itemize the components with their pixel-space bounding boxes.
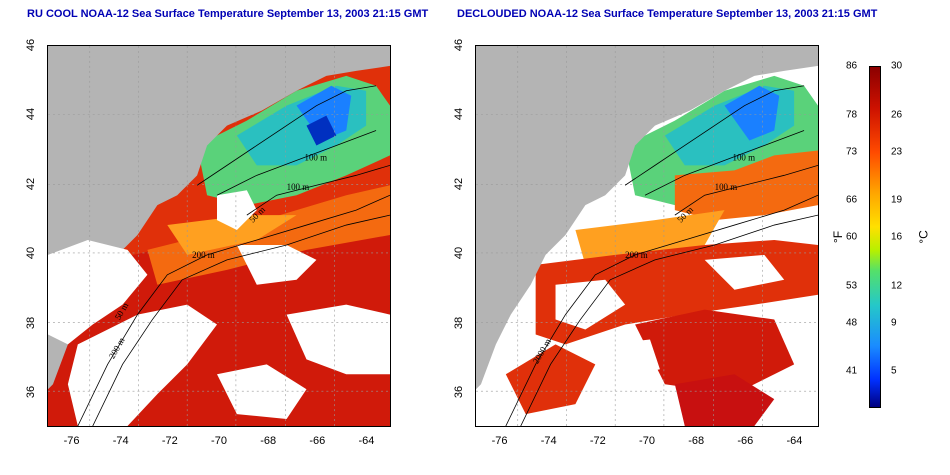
gulf-stream-area [635,309,795,395]
y-tick-label: 36 [25,386,37,399]
y-tick-label: 40 [453,247,465,260]
contour-label: 200 m [192,250,215,260]
cold-water [724,85,780,141]
contour-label: 100 m [715,182,738,192]
y-tick-label: 42 [453,177,465,191]
fahrenheit-tick-label: 60 [846,231,858,243]
celsius-tick-label: 9 [891,317,897,328]
x-tick-label: -72 [161,435,178,447]
temperature-colorbar [869,66,881,408]
cold-water [296,85,352,141]
cloud-area [555,279,626,330]
x-tick-label: -70 [211,435,227,447]
contour-label: 100 m [287,182,310,192]
y-tick-label: 46 [453,38,465,52]
cloud-area [605,339,660,380]
left-map-title: RU COOL NOAA-12 Sea Surface Temperature … [27,8,429,20]
contour-label: 100 m [733,152,756,162]
y-tick-label: 44 [453,108,465,121]
land-mass [48,46,390,390]
coldest-water [306,115,337,146]
fahrenheit-tick-label: 78 [846,109,858,121]
y-tick-label: 36 [453,386,465,399]
shelf-warm-water [167,215,297,255]
cloud-area [704,254,785,290]
celsius-tick-label: 5 [891,365,897,377]
right-sst-map: 100 m 100 m 50 m 200 m 2000 m [475,45,819,427]
cloud-area [286,304,390,375]
celsius-tick-label: 19 [891,194,903,206]
contour-label: 100 m [305,152,328,162]
x-tick-label: -66 [309,435,326,447]
celsius-tick-label: 12 [891,280,903,292]
y-tick-label: 38 [25,316,37,329]
x-tick-label: -74 [112,435,129,447]
cloud-area [236,244,317,285]
y-tick-label: 46 [25,38,37,52]
x-tick-label: -68 [688,435,705,447]
graticule [48,46,390,426]
left-sst-map: 100 m 100 m 50 m 200 m 50 m 200 m [47,45,391,427]
fahrenheit-tick-label: 86 [846,60,858,72]
cloud-area [67,304,218,426]
right-map-title: DECLOUDED NOAA-12 Sea Surface Temperatur… [457,8,878,20]
y-tick-label: 42 [25,177,37,191]
shelf-warm-water [575,210,725,265]
x-tick-label: -74 [540,435,557,447]
bathymetry-contours [505,85,818,426]
fahrenheit-tick-label: 73 [846,146,858,157]
fahrenheit-tick-label: 41 [846,365,858,377]
fahrenheit-unit-label: °F [831,230,846,244]
fahrenheit-tick-label: 48 [846,317,858,328]
x-tick-label: -72 [589,435,606,447]
celsius-tick-label: 26 [891,109,903,121]
x-tick-label: -68 [260,435,277,447]
celsius-tick-label: 23 [891,146,903,157]
bathymetry-contours [77,85,390,426]
x-tick-label: -66 [737,435,754,447]
land-mass [476,46,818,390]
contour-label: 200 m [625,250,648,260]
warm-belt [147,185,390,285]
right-sst-map-graphic: 100 m 100 m 50 m 200 m 2000 m [476,46,818,426]
cloud-area [217,364,307,420]
celsius-tick-label: 16 [891,231,903,243]
x-tick-label: -64 [358,435,375,447]
y-tick-label: 40 [25,247,37,260]
celsius-tick-label: 30 [891,60,903,72]
warm-belt [674,150,818,221]
left-sst-map-graphic: 100 m 100 m 50 m 200 m 50 m 200 m [48,46,390,426]
gulf-stream-area [674,374,775,426]
cloud-area [48,239,148,345]
x-tick-label: -64 [786,435,803,447]
y-tick-label: 44 [25,108,37,121]
celsius-unit-label: °C [916,230,931,244]
fahrenheit-tick-label: 66 [846,194,858,206]
fahrenheit-tick-label: 53 [846,280,858,292]
x-tick-label: -70 [639,435,655,447]
y-tick-label: 38 [453,316,465,329]
gulf-stream-area [505,344,596,415]
x-tick-label: -76 [63,435,80,447]
x-tick-label: -76 [491,435,508,447]
graticule [476,46,818,426]
cloud-area [217,190,257,231]
